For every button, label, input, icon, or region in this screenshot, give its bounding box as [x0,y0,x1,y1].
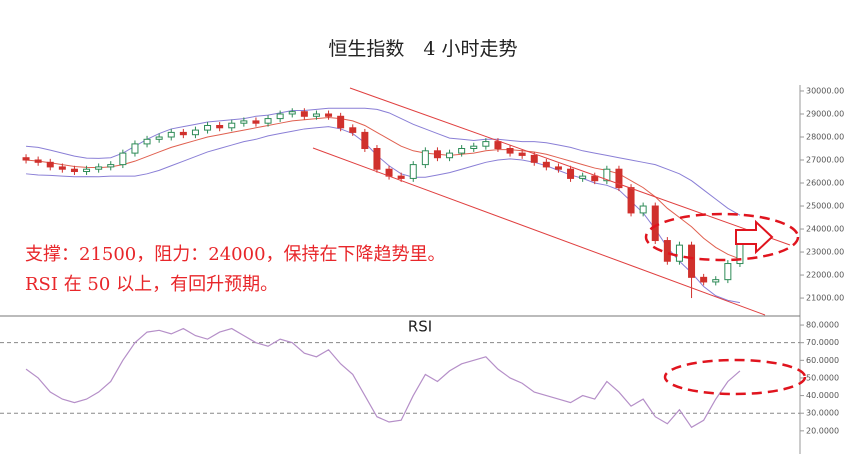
candle-body [567,168,575,179]
candle-body [155,136,163,140]
chart-title: 恒生指数 4 小时走势 [328,38,517,60]
y-tick-label: 28000.00 [806,132,844,141]
candle-body [70,168,78,173]
y-tick-label: 26000.00 [806,179,844,188]
y-tick-label: 60.0000 [806,356,839,365]
candle-body [34,159,42,163]
y-tick-label: 40.0000 [806,391,839,400]
y-tick-label: 20.0000 [806,426,839,435]
candle-body [337,115,345,129]
candle-body [107,164,115,168]
candle-body [409,164,417,179]
candle-body [494,141,502,150]
trend-line [349,87,791,246]
annotation: RSI 在 50 以上，有回升预期。 [25,274,278,295]
y-tick-label: 24000.00 [806,225,844,234]
y-tick-label: 70.0000 [806,338,839,347]
candle-body [252,120,260,124]
candle-body [554,166,562,170]
candle-body [579,175,587,179]
candle-body [264,118,272,124]
candle-body [325,113,333,117]
candle-body [288,111,296,115]
y-tick-label: 25000.00 [806,202,844,211]
candle-body [591,175,599,182]
arrow [735,219,774,255]
y-tick-label: 21000.00 [806,294,844,303]
candle-body [542,161,550,168]
candle-body [397,175,405,179]
candle-body [639,205,647,214]
candle-body [518,152,526,156]
candle-body [300,111,308,117]
candle-body [131,143,139,154]
trend-line [312,147,766,316]
candle-body [446,152,454,159]
y-tick-label: 22000.00 [806,271,844,280]
candle-body [179,131,187,136]
candle-body [191,129,199,136]
candle-body [361,131,369,150]
candle-body [421,150,429,166]
candle-body [95,166,103,170]
candle-body [276,113,284,120]
candle-body [167,131,175,138]
line [25,327,741,429]
rsi-panel: 20.0000 30.0000 40.0000 50.0000 60.0000 70.00… [0,321,839,435]
candle-body [506,148,514,154]
candle-body [83,168,91,173]
candle-body [675,244,683,262]
candle-body [482,141,490,147]
y-tick-label: 30000.00 [806,86,844,95]
candle-body [458,148,466,154]
y-tick-label: 27000.00 [806,156,844,165]
y-tick-label: 30.0000 [806,409,839,418]
candle-body [46,161,54,168]
y-tick-label: 50.0000 [806,373,839,382]
candle-body [433,150,441,159]
candle-body [603,168,611,182]
candle-body [688,244,696,278]
candle-body [143,138,151,145]
candle-body [58,166,66,170]
candle-body [663,240,671,262]
candle-body [240,120,248,124]
candle-body [312,113,320,117]
candle-body [373,148,381,170]
candle-body [119,152,127,166]
candle-body [228,122,236,129]
y-tick-label: 80.0000 [806,321,839,330]
line [26,126,741,304]
candle-body [349,127,357,133]
candle-body [712,279,720,283]
candle-body [651,205,659,242]
annotation: 支撑：21500，阻力：24000，保持在下降趋势里。 [25,244,446,265]
candle-body [530,154,538,163]
candle-body [700,276,708,283]
highlight-ellipse [663,358,807,396]
candle-body [470,145,478,150]
candle-body [615,168,623,189]
rsi-title: RSI [408,318,432,336]
candle-body [216,124,224,129]
candle-body [22,157,30,161]
candle-body [724,263,732,281]
highlight-ellipse [644,212,800,262]
y-tick-label: 23000.00 [806,248,844,257]
candle-body [204,124,212,131]
y-tick-label: 29000.00 [806,109,844,118]
candle-body [627,187,635,214]
